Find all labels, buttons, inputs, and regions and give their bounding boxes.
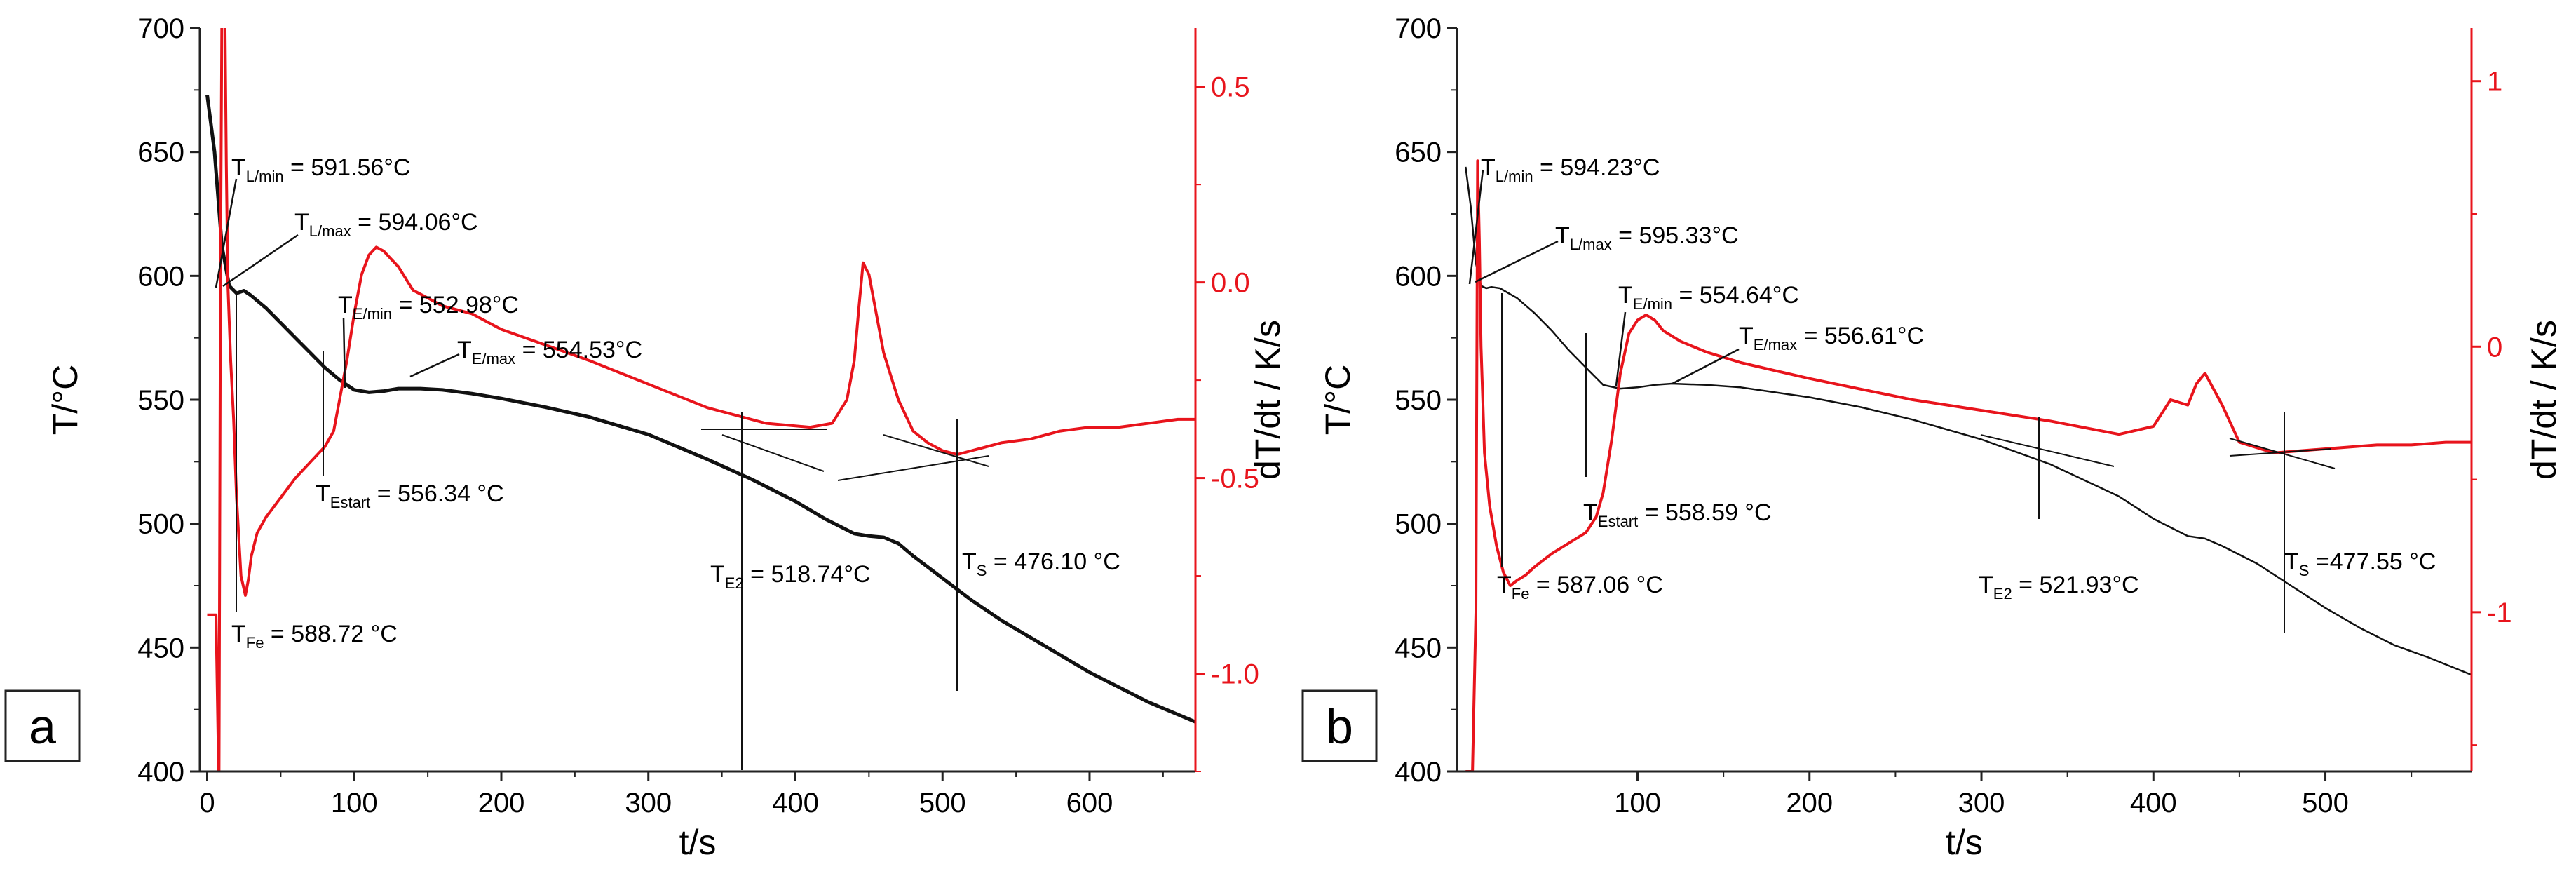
annotation-label: TFe = 588.72 °C [231, 621, 398, 652]
x-tick-label: 300 [625, 788, 672, 818]
annotation-label: TFe = 587.06 °C [1497, 572, 1663, 602]
annotation-label: TE/min = 552.98°C [338, 292, 519, 323]
x-tick-label: 0 [199, 788, 215, 818]
y-tick-label: 450 [1395, 633, 1442, 663]
annotation-label: TL/min = 591.56°C [231, 154, 410, 185]
y-tick-label: 550 [1395, 385, 1442, 416]
ann-pointer [215, 178, 238, 288]
x-tick-label: 400 [2130, 788, 2177, 818]
x-tick-label: 200 [478, 788, 525, 818]
annotation-layer: TL/min = 591.56°C TL/max = 594.06°C TE/m… [215, 154, 1120, 770]
tangent-line [721, 434, 825, 472]
panel-label-box [1301, 689, 1378, 762]
y-tick-label: 450 [137, 633, 184, 663]
x-tick-label: 400 [772, 788, 819, 818]
x-tick-label: 300 [1958, 788, 2005, 818]
x-tick-label: 600 [1066, 788, 1113, 818]
ann-pointer [1672, 348, 1740, 385]
ann-pointer [342, 317, 346, 389]
ann-pointer [1475, 240, 1559, 283]
y2-tick-label: -0.5 [1211, 464, 1259, 494]
tangent-line [1980, 434, 2115, 467]
y-tick-label: 500 [137, 509, 184, 540]
x-axis-label: t/s [679, 823, 717, 862]
panel-a: 0 100 200 300 400 500 600 400 450 500 550 600 650 700… [4, 13, 1287, 862]
y-axis-label: T/°C [46, 365, 85, 436]
panel-label: a [29, 699, 56, 754]
annotation-label: TE2 = 518.74°C [710, 561, 871, 592]
y-tick-label: 650 [137, 137, 184, 168]
annotation-layer: TL/min = 594.23°C TL/max = 595.33°C TE/m… [1468, 154, 2436, 633]
annotation-label: TE/min = 554.64°C [1618, 282, 1799, 313]
y2-tick-label: -1 [2487, 598, 2512, 628]
y-tick-label: 400 [137, 757, 184, 788]
y2-axis-label: dT/dt / K/s [1248, 320, 1287, 480]
annotation-label: TE/max = 554.53°C [457, 337, 642, 368]
ann-pointer [409, 353, 460, 378]
y2-axis-label: dT/dt / K/s [2524, 320, 2563, 480]
x-tick-label: 100 [1614, 788, 1661, 818]
y-tick-label: 700 [137, 13, 184, 44]
annotation-label: TL/max = 594.06°C [294, 209, 478, 240]
y-axis-label: T/°C [1318, 365, 1357, 436]
annotation-label: TEstart = 556.34 °C [316, 480, 504, 511]
cooling-rate-line [207, 28, 1195, 771]
tangent-line [2229, 438, 2336, 469]
y2-tick-label: -1.0 [1211, 659, 1259, 690]
annotation-label: TE/max = 556.61°C [1739, 323, 1924, 353]
x-tick-label: 500 [2302, 788, 2349, 818]
x-tick-label: 500 [919, 788, 966, 818]
annotation-label: TS = 476.10 °C [962, 548, 1120, 579]
ann-pointer [1615, 311, 1627, 386]
annotation-label: TEstart = 558.59 °C [1583, 499, 1772, 530]
y-tick-label: 650 [1395, 137, 1442, 168]
y-tick-label: 550 [137, 385, 184, 416]
ann-pointer [222, 234, 299, 288]
y-tick-label: 400 [1395, 757, 1442, 788]
cooling-rate-line [1465, 159, 2472, 771]
temperature-line [205, 95, 1195, 724]
y-tick-label: 600 [1395, 261, 1442, 292]
y-tick-label: 600 [137, 261, 184, 292]
x-tick-label: 200 [1786, 788, 1833, 818]
panel-label-box [4, 689, 81, 762]
y-tick-label: 700 [1395, 13, 1442, 44]
panel-label: b [1326, 699, 1353, 754]
y2-tick-label: 1 [2487, 67, 2502, 97]
panel-b: 100 200 300 400 500 400 450 500 550 600 650 700 -1 0 1… [1301, 13, 2563, 862]
y2-tick-label: 0.0 [1211, 268, 1250, 299]
y2-tick-label: 0 [2487, 332, 2502, 363]
annotation-label: TL/min = 594.23°C [1481, 154, 1660, 185]
annotation-label: TL/max = 595.33°C [1555, 222, 1739, 253]
y-tick-label: 500 [1395, 509, 1442, 540]
x-axis-label: t/s [1946, 823, 1983, 862]
ann-pointer [1468, 169, 1484, 285]
annotation-label: TE2 = 521.93°C [1979, 572, 2139, 602]
annotation-label: TS =477.55 °C [2284, 548, 2436, 579]
y2-tick-label: 0.5 [1211, 72, 1250, 103]
tangent-line [883, 434, 989, 467]
temperature-line [1465, 166, 2472, 676]
tangent-line [837, 455, 989, 481]
x-tick-label: 100 [331, 788, 378, 818]
